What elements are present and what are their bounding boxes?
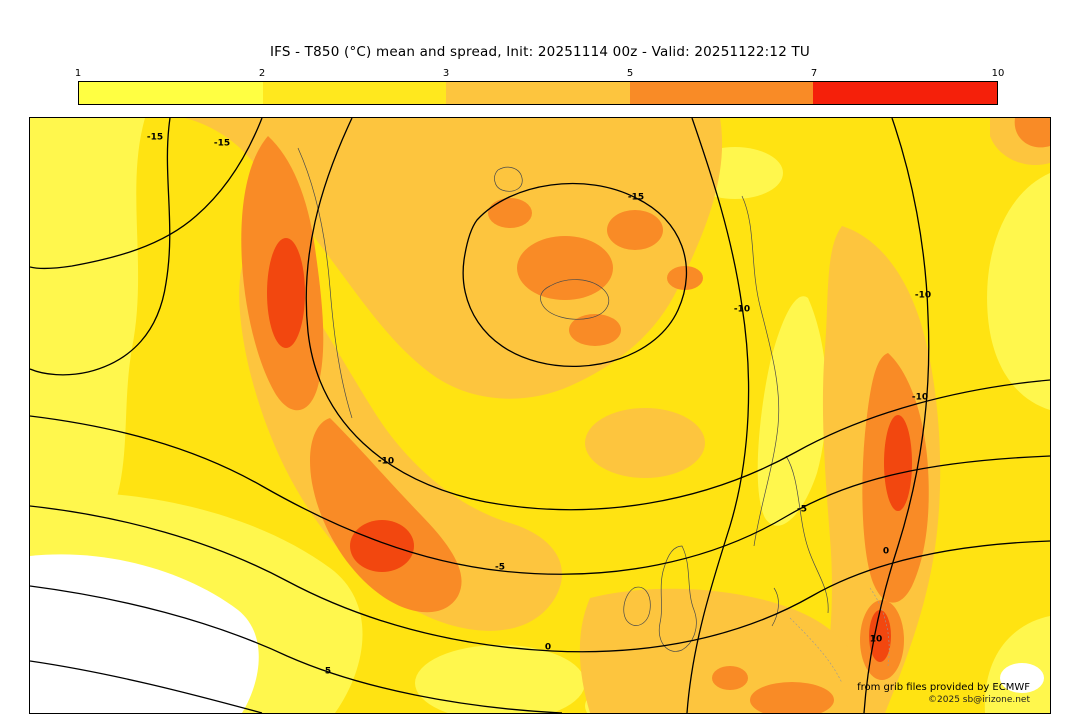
isotherm-line [686,118,750,713]
spread-region-orange [712,666,748,690]
coastline [771,587,779,627]
spread-region-red [350,520,414,572]
colorbar-tick-label: 3 [442,68,450,79]
spread-region-pale [415,645,585,713]
coastline [658,545,697,652]
colorbar-segments [78,81,998,105]
coastline [623,586,651,626]
isotherm-line [30,505,1050,653]
colorbar-ticks: 1 2 3 5 7 10 [74,68,1005,81]
isotherm-line [30,660,263,713]
spread-region-orange [1014,118,1050,148]
colorbar-segment [262,82,447,104]
spread-region-orange [517,236,613,300]
map: -15 -15 -15 -10 -10 -10 -10 -5 -5 0 0 5 10 from grib… [29,117,1051,714]
isotherm-line [462,182,688,368]
spread-region-red [267,238,305,348]
colorbar-segment [446,82,630,104]
chart-title: IFS - T850 (°C) mean and spread, Init: 2… [269,44,811,60]
colorbar-tick-label: 10 [991,68,1005,79]
country-border [869,587,890,667]
isotherm-line [30,118,171,376]
colorbar: 1 2 3 5 7 10 [74,68,1005,105]
isotherm-line [305,118,1050,511]
colorbar-segment [79,82,263,104]
spread-region-orange [310,418,462,613]
spread-region-white [1000,663,1044,693]
attribution-source: from grib files provided by ECMWF [857,682,1030,693]
colorbar-segment [813,82,997,104]
spread-region-orange [750,682,834,713]
spread-region-amber [579,588,875,713]
isotherm-line [30,118,263,270]
spread-region-orange [607,210,663,250]
spread-region-pale [757,296,827,526]
colorbar-tick-label: 5 [626,68,634,79]
attribution: from grib files provided by ECMWF ©2025 … [857,682,1030,705]
spread-region-orange [667,266,703,290]
country-border [789,617,843,684]
spread-region-orange [488,198,532,228]
isotherm-line [30,585,563,713]
spread-region-pale [30,118,145,588]
coastline [540,279,610,320]
isotherm-line [30,415,1050,575]
spread-region-amber [585,408,705,478]
coastline [494,166,523,192]
colorbar-segment [629,82,814,104]
colorbar-tick-label: 7 [810,68,818,79]
coastline [785,455,829,614]
attribution-copyright: ©2025 sb@irizone.net [928,695,1030,705]
coastline [741,195,780,547]
weather-map-image [30,118,1050,713]
isotherm-line [863,118,930,713]
spread-region-red [884,415,912,511]
coastline [297,147,353,419]
spread-region-orange [569,314,621,346]
colorbar-tick-label: 1 [74,68,82,79]
spread-region-red [869,610,891,662]
spread-region-white [30,554,259,713]
colorbar-tick-label: 2 [258,68,266,79]
spread-region-pale [987,173,1050,410]
